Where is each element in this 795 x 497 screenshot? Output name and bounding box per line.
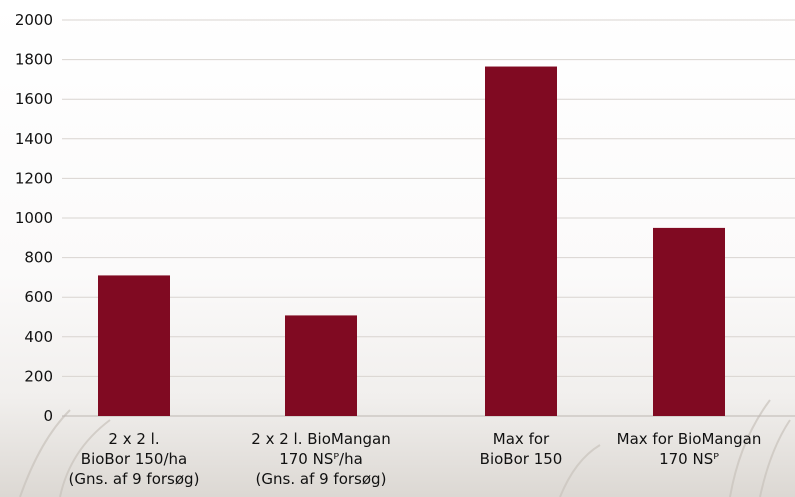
y-tick-label: 600 [24, 288, 53, 306]
y-tick-label: 1000 [15, 209, 53, 227]
x-tick-label: 2 x 2 l. BioMangan 170 NSᴾ/ha (Gns. af 9 f… [251, 430, 390, 488]
y-tick-label: 1600 [15, 90, 53, 108]
x-tick-label: Max for BioBor 150 [480, 430, 563, 468]
bar [98, 275, 170, 416]
bar [653, 227, 725, 416]
y-tick-label: 800 [24, 249, 53, 267]
bar [285, 315, 357, 416]
y-tick-label: 1200 [15, 169, 53, 187]
bars [98, 66, 725, 416]
y-tick-label: 1400 [15, 130, 53, 148]
x-tick-label: 2 x 2 l. BioBor 150/ha (Gns. af 9 forsøg) [69, 430, 200, 488]
x-axis: 2 x 2 l. BioBor 150/ha (Gns. af 9 forsøg) 2… [69, 430, 762, 488]
y-tick-label: 0 [43, 407, 53, 425]
y-tick-label: 1800 [15, 51, 53, 69]
y-axis: 0 200 400 600 800 1000 1200 1400 1600 1800 2000 [15, 11, 53, 425]
y-tick-label: 400 [24, 328, 53, 346]
x-tick-label: Max for BioMangan 170 NSᴾ [617, 430, 762, 468]
bar [485, 66, 557, 416]
y-tick-label: 2000 [15, 11, 53, 29]
y-tick-label: 200 [24, 367, 53, 385]
